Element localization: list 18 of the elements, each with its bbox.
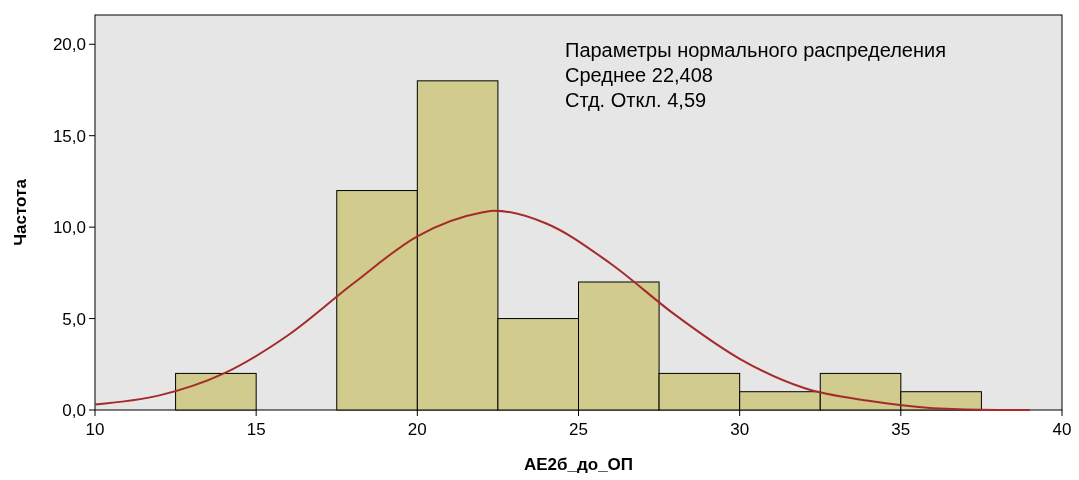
x-tick-label: 10 [85,420,105,439]
x-axis-title: АЕ2б_до_ОП [523,455,634,474]
annotation: Среднее 22,408 [565,64,713,86]
annotation: Стд. Откл. 4,59 [565,89,707,111]
y-tick-label: 10,0 [52,218,86,238]
y-tick-label: 20,0 [52,35,86,55]
y-tick-label: 0,0 [62,401,86,420]
y-tick-label: 5,0 [62,309,86,329]
x-tick-label: 25 [569,420,588,439]
x-tick-label: 40 [1052,420,1072,439]
x-tick-label: 20 [407,420,427,439]
y-tick-label: 15,0 [52,126,86,146]
x-tick-label: 15 [246,420,266,439]
x-tick-label: 30 [730,420,750,439]
annotation: Параметры нормального распределения [565,39,946,61]
y-axis-title: Частота [11,178,30,246]
line-series [94,209,1031,411]
x-tick-label: 35 [891,420,911,439]
